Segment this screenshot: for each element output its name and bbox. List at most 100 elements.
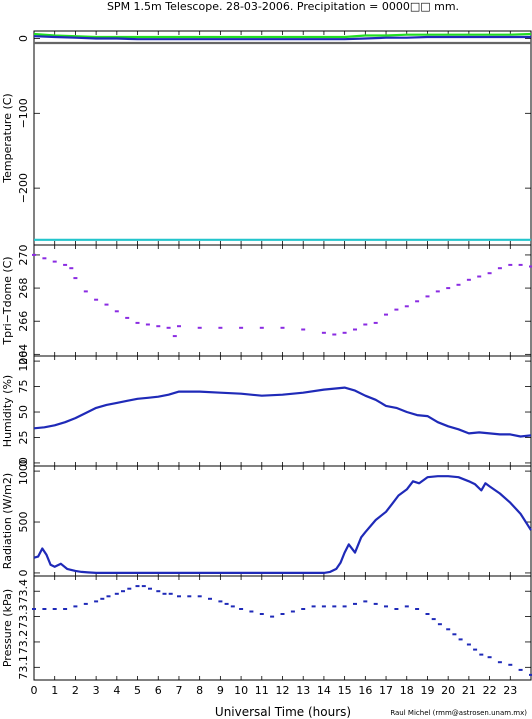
data-point-pressure [239, 608, 244, 610]
series-line-temperature-0 [33, 32, 532, 39]
data-point-pressure [73, 605, 78, 608]
x-tick-label: 10 [234, 684, 248, 697]
data-point-tpri-tdome [384, 313, 388, 316]
data-point-pressure [230, 605, 235, 608]
data-point-pressure [373, 602, 378, 605]
data-point-tpri-tdome [404, 305, 409, 308]
data-point-pressure [473, 648, 478, 651]
data-point-pressure [83, 602, 88, 605]
data-point-pressure [437, 623, 442, 626]
y-tick-label: 0 [17, 459, 30, 466]
data-point-tpri-tdome [166, 326, 171, 329]
data-point-pressure [290, 610, 295, 613]
data-point-tpri-tdome [342, 331, 347, 334]
data-point-tpri-tdome [321, 331, 326, 334]
y-axis-label-pressure: Pressure (kPa) [1, 589, 14, 667]
data-point-pressure [342, 605, 347, 608]
data-point-pressure [135, 585, 140, 588]
data-point-tpri-tdome [145, 323, 150, 326]
data-point-pressure [415, 608, 420, 610]
x-tick-label: 1 [51, 684, 58, 697]
x-tick-label: 14 [317, 684, 331, 697]
chart-title: SPM 1.5m Telescope. 28-03-2006. Precipit… [107, 0, 459, 13]
x-tick-label: 5 [134, 684, 141, 697]
y-tick-label: 25 [17, 430, 30, 444]
x-tick-label: 13 [296, 684, 310, 697]
data-point-pressure [321, 605, 326, 608]
data-point-pressure [497, 661, 502, 664]
data-point-tpri-tdome [425, 295, 430, 298]
y-tick-label: 75 [17, 380, 30, 394]
data-point-pressure [446, 628, 451, 631]
data-point-tpri-tdome [456, 283, 461, 286]
data-point-tpri-tdome [218, 326, 223, 329]
data-point-pressure [332, 605, 337, 608]
data-point-pressure [127, 587, 132, 590]
y-tick-label: 264 [17, 344, 30, 365]
data-point-tpri-tdome [415, 300, 420, 303]
data-point-tpri-tdome [197, 326, 202, 329]
data-point-pressure [187, 595, 192, 598]
data-point-pressure [363, 600, 368, 603]
data-point-pressure [479, 653, 484, 656]
data-point-pressure [384, 605, 388, 608]
y-tick-label: −200 [17, 173, 30, 203]
credit-text: Raul Michel (rmm@astrosen.unam.mx) [390, 709, 527, 717]
data-point-tpri-tdome [435, 290, 440, 293]
data-point-tpri-tdome [32, 253, 36, 256]
data-point-pressure [452, 633, 457, 636]
series-line-humidity-0 [33, 386, 532, 438]
data-point-pressure [121, 590, 125, 593]
data-point-tpri-tdome [125, 316, 130, 319]
data-point-tpri-tdome [477, 275, 482, 278]
x-tick-label: 11 [255, 684, 269, 697]
y-tick-label: 50 [17, 405, 30, 419]
x-tick-label: 17 [379, 684, 393, 697]
data-point-pressure [394, 608, 399, 610]
data-point-pressure [52, 608, 57, 610]
data-point-pressure [32, 608, 36, 610]
data-point-tpri-tdome [172, 335, 177, 338]
data-point-pressure [353, 602, 357, 605]
data-point-pressure [224, 602, 229, 605]
data-point-pressure [148, 587, 152, 590]
data-point-pressure [425, 613, 430, 615]
data-point-pressure [249, 610, 254, 613]
data-point-pressure [431, 618, 436, 621]
data-point-tpri-tdome [104, 303, 109, 306]
y-tick-label: 100 [17, 351, 30, 372]
data-point-pressure [487, 656, 492, 659]
data-point-tpri-tdome [301, 328, 306, 331]
data-point-pressure [94, 600, 99, 603]
y-tick-label: 266 [17, 311, 30, 332]
data-point-pressure [177, 595, 181, 598]
data-point-tpri-tdome [52, 260, 57, 263]
y-axis-label-radiation: Radiation (W/m2) [1, 473, 14, 569]
series-line-radiation-0 [33, 475, 532, 575]
data-point-pressure [114, 592, 119, 595]
data-point-tpri-tdome [394, 308, 399, 311]
x-tick-label: 18 [400, 684, 414, 697]
data-point-tpri-tdome [446, 287, 451, 290]
data-point-tpri-tdome [63, 263, 68, 266]
y-tick-label: 500 [17, 512, 30, 533]
y-tick-label: −100 [17, 98, 30, 128]
data-point-tpri-tdome [373, 321, 378, 324]
x-tick-label: 3 [93, 684, 100, 697]
y-tick-label: 73.1 [17, 655, 30, 680]
data-point-pressure [162, 592, 167, 595]
data-point-tpri-tdome [466, 278, 471, 281]
data-point-tpri-tdome [332, 333, 337, 336]
x-tick-label: 2 [72, 684, 79, 697]
data-point-tpri-tdome [280, 326, 285, 329]
data-point-pressure [100, 597, 105, 600]
x-tick-label: 22 [483, 684, 497, 697]
data-point-tpri-tdome [42, 257, 47, 260]
data-point-pressure [197, 595, 202, 598]
x-tick-label: 19 [420, 684, 434, 697]
data-point-tpri-tdome [363, 323, 368, 326]
x-axis-label: Universal Time (hours) [215, 705, 351, 719]
